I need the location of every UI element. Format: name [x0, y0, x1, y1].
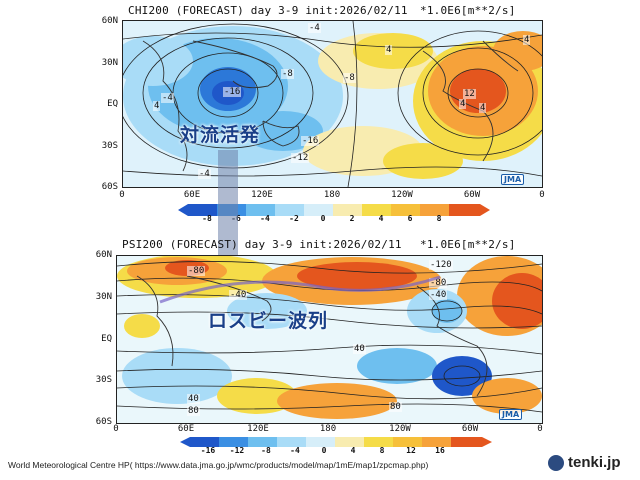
- psi200-contour-label: 40: [187, 394, 200, 404]
- chi200-contour-label: 12: [463, 89, 476, 99]
- lon-label: 120E: [251, 190, 273, 200]
- colorbar-tick: -8: [202, 214, 212, 223]
- psi200-contour-label: -80: [429, 278, 448, 288]
- colorbar-tick: 0: [320, 214, 326, 223]
- lon-label: 180: [323, 190, 341, 200]
- lon-label: 60E: [183, 190, 201, 200]
- colorbar-tick: 0: [321, 446, 327, 455]
- lat-label-30s: 30S: [95, 375, 112, 385]
- lon-label: 120W: [391, 190, 413, 200]
- tenki-logo-icon: [548, 455, 564, 471]
- colorbar-tick: -4: [260, 214, 270, 223]
- chi200-title: CHI200 (FORECAST) day 3-9 init:2026/02/1…: [128, 4, 408, 17]
- chi200-contour-label: 4: [385, 45, 393, 55]
- colorbar-tick: 6: [407, 214, 413, 223]
- lat-label-30s: 30S: [101, 141, 118, 151]
- lon-label: 0: [113, 424, 119, 434]
- colorbar-tick: -2: [289, 214, 299, 223]
- lat-label-30n: 30N: [101, 58, 118, 68]
- chi200-colorbar: [178, 204, 490, 216]
- colorbar-tick: 8: [436, 214, 442, 223]
- chi200-contour-label: -8: [281, 69, 294, 79]
- lat-label-60n: 60N: [101, 16, 118, 26]
- chi200-contour-label: 4: [479, 103, 487, 113]
- lon-label: 60W: [463, 190, 481, 200]
- psi200-unit: *1.0E6[m**2/s]: [420, 238, 516, 251]
- colorbar-tick: -16: [200, 446, 216, 455]
- psi200-contour-label: 40: [353, 344, 366, 354]
- chi200-contour-label: -4: [308, 23, 321, 33]
- lat-label-30n: 30N: [95, 292, 112, 302]
- source-credit: World Meteorological Centre HP( https://…: [8, 460, 429, 470]
- colorbar-tick: -12: [229, 446, 245, 455]
- rossby-wave-annotation: ロスビー波列: [208, 310, 329, 332]
- lat-label-eq: EQ: [107, 99, 118, 109]
- psi200-contour-label: -120: [429, 260, 453, 270]
- chi200-contour-label: -4: [161, 93, 174, 103]
- colorbar-tick: 4: [350, 446, 356, 455]
- colorbar-tick: 16: [435, 446, 445, 455]
- lat-label-60s: 60S: [101, 182, 118, 192]
- lon-label: 120E: [247, 424, 269, 434]
- chi200-contour-label: -8: [343, 73, 356, 83]
- psi200-colorbar: [180, 437, 492, 447]
- lon-label: 0: [539, 190, 545, 200]
- lon-label: 120W: [389, 424, 411, 434]
- jma-logo: JMA: [501, 174, 525, 185]
- chi200-contour-label: -16: [223, 87, 242, 97]
- chi200-contour-label: -16: [301, 136, 320, 146]
- lon-label: 0: [119, 190, 125, 200]
- colorbar-tick: 4: [378, 214, 384, 223]
- rossby-wave-arc: [159, 275, 441, 304]
- lon-label: 180: [319, 424, 337, 434]
- psi200-contour-label: 80: [389, 402, 402, 412]
- tenki-brand: tenki.jp: [568, 454, 621, 471]
- psi200-contour-label: -40: [429, 290, 448, 300]
- convection-annotation: 対流活発: [180, 124, 261, 146]
- lon-label: 60W: [461, 424, 479, 434]
- chi200-contour-label: 4: [523, 35, 531, 45]
- psi200-title: PSI200 (FORECAST) day 3-9 init:2026/02/1…: [122, 238, 402, 251]
- chi200-map: -16 -8 -8 -12 -16 -4 -4 4 4 12 4 4 -4 4 …: [122, 20, 543, 188]
- chi200-contour-label: -12: [291, 153, 310, 163]
- lat-label-60n: 60N: [95, 250, 112, 260]
- chi200-contour-label: 4: [153, 101, 161, 111]
- psi200-contour-label: -40: [229, 290, 248, 300]
- lat-label-60s: 60S: [95, 417, 112, 427]
- connector-arrow: [218, 150, 238, 270]
- colorbar-tick: 12: [406, 446, 416, 455]
- jma-logo: JMA: [499, 409, 523, 420]
- lon-label: 60E: [177, 424, 195, 434]
- colorbar-tick: 8: [379, 446, 385, 455]
- psi200-contour-label: 80: [187, 406, 200, 416]
- chi200-contour-label: -4: [198, 169, 211, 179]
- psi200-map: -80 -40 -120 -80 -40 40 40 80 80 JMA: [116, 255, 543, 424]
- chi200-contour-label: 4: [459, 99, 467, 109]
- colorbar-tick: -8: [261, 446, 271, 455]
- chi200-unit: *1.0E6[m**2/s]: [420, 4, 516, 17]
- colorbar-tick: 2: [349, 214, 355, 223]
- lon-label: 0: [537, 424, 543, 434]
- lat-label-eq: EQ: [101, 334, 112, 344]
- colorbar-tick: -4: [290, 446, 300, 455]
- psi200-contour-label: -80: [187, 266, 206, 276]
